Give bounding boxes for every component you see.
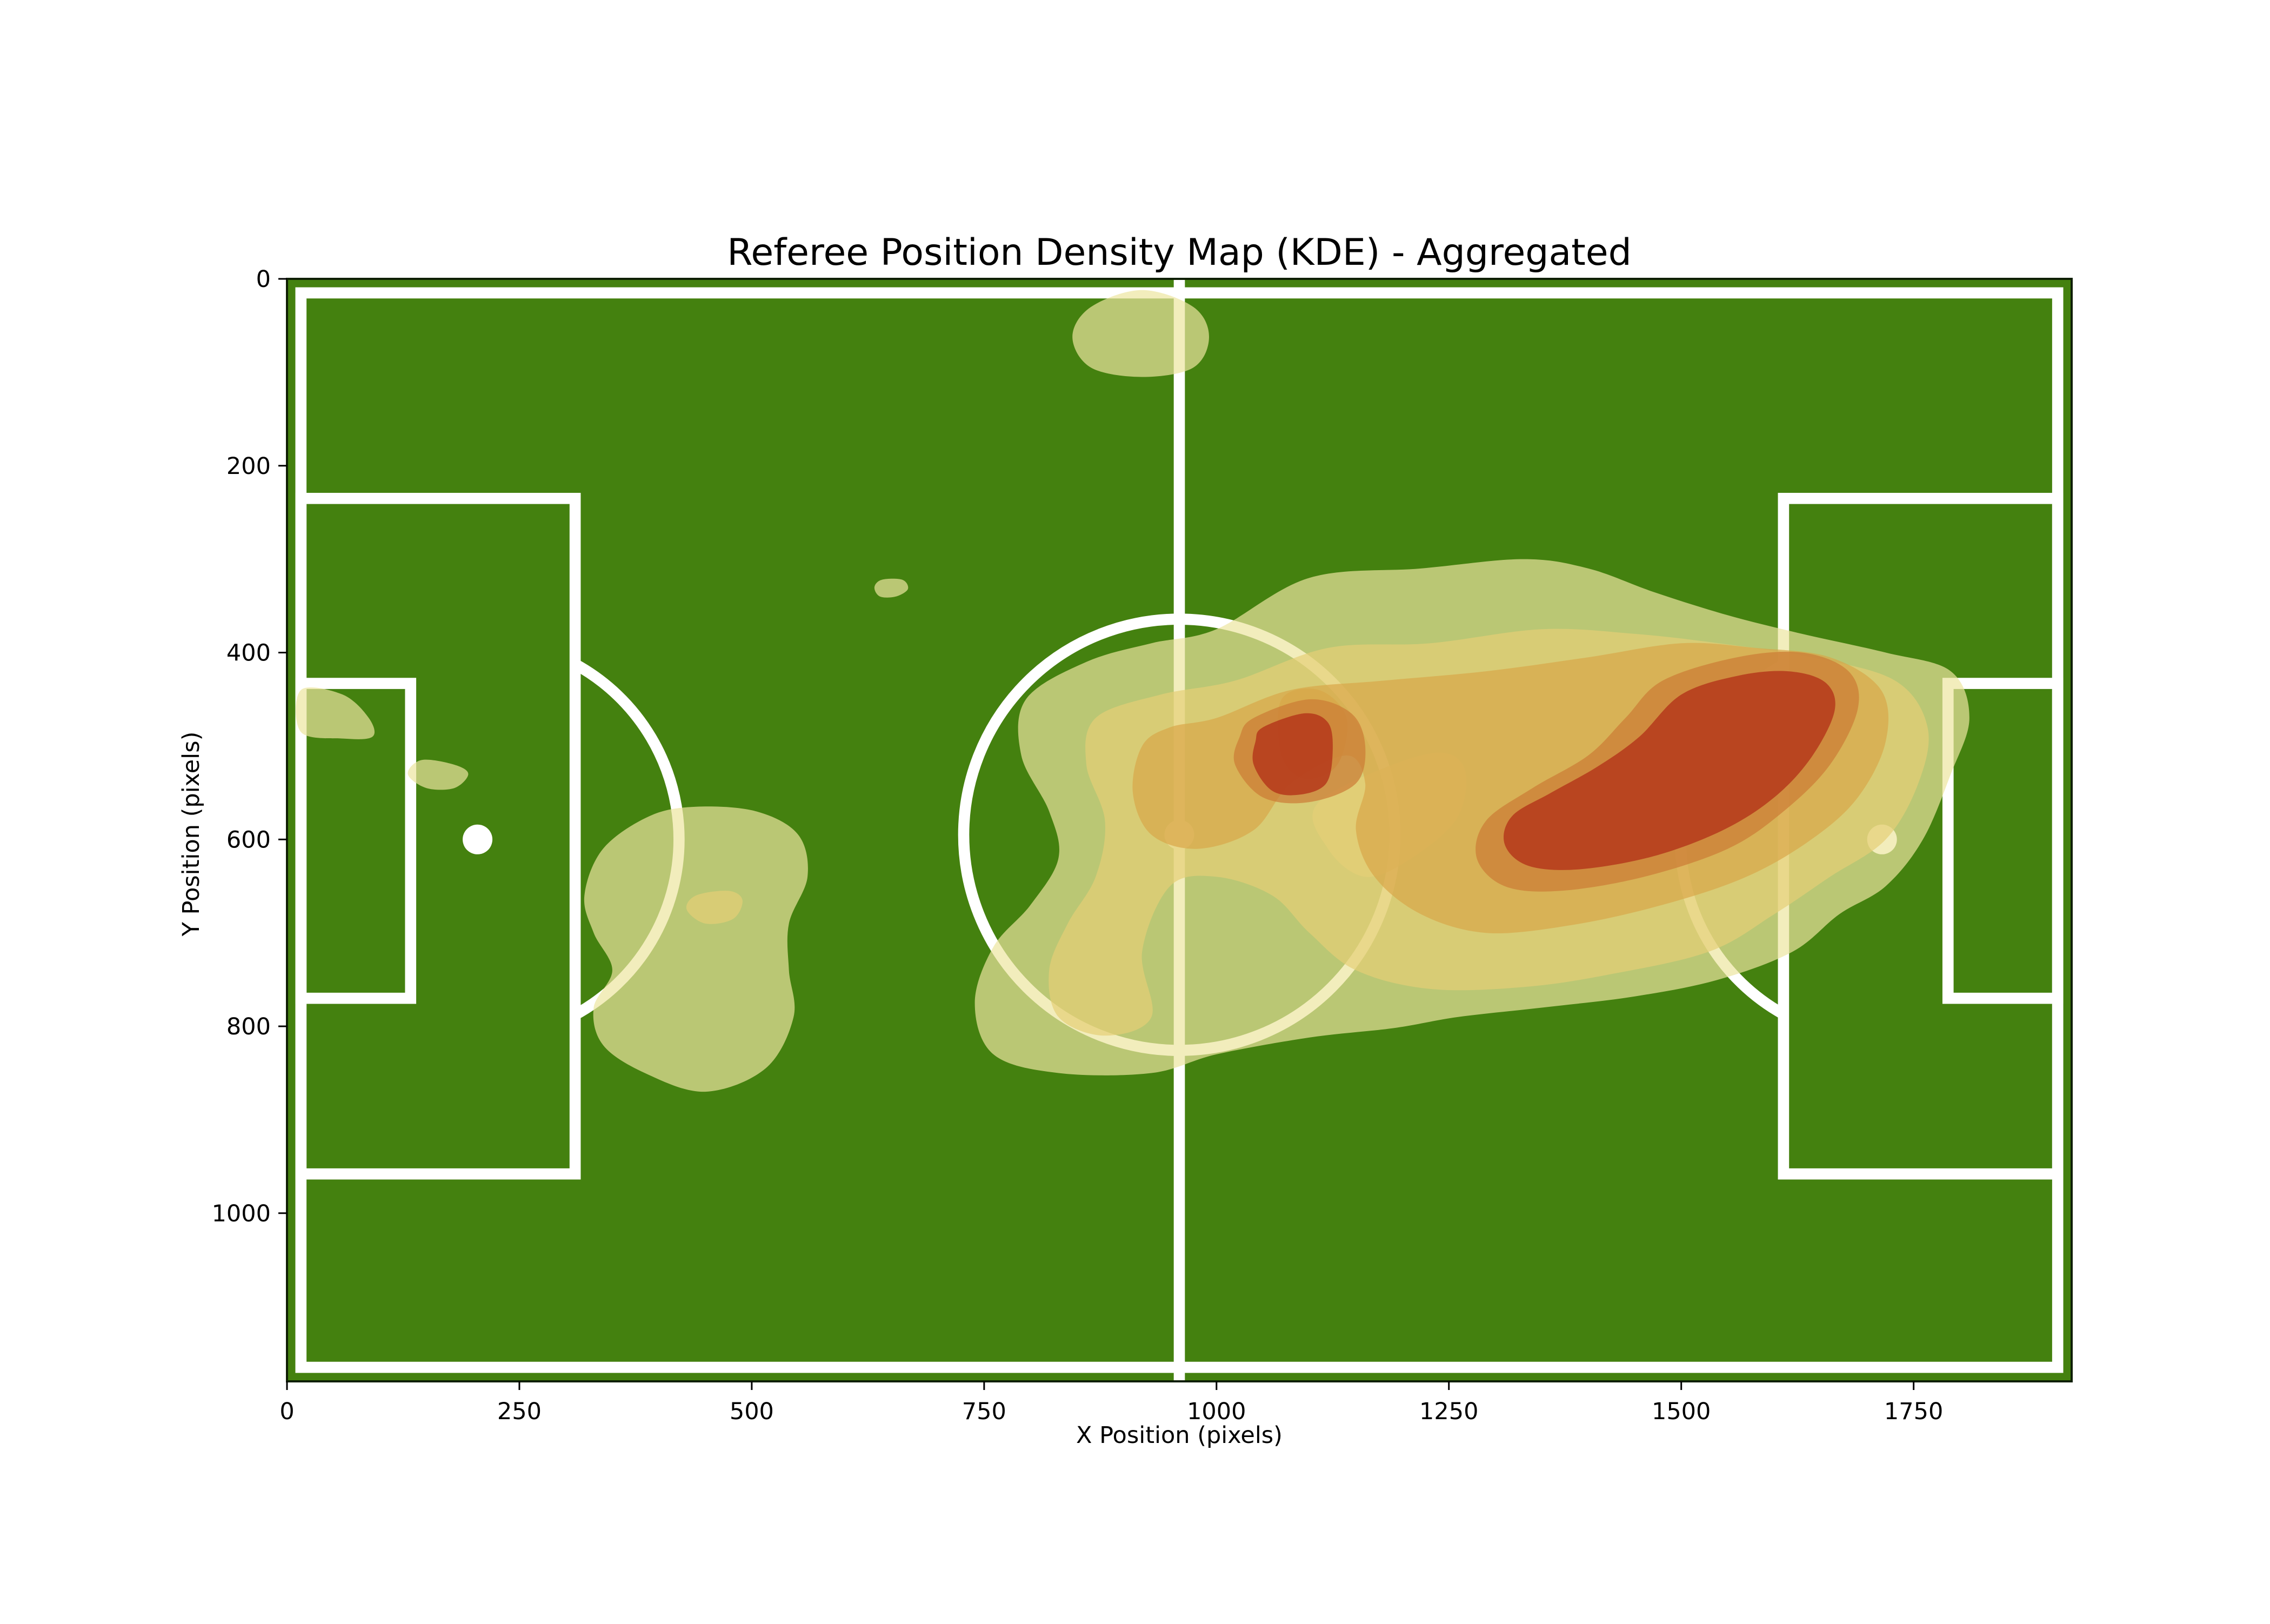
x-tick-label-0: 0 [279, 1398, 294, 1425]
x-tick-label-1250: 1250 [1419, 1398, 1478, 1425]
y-tick-label-400: 400 [226, 640, 271, 667]
y-tick-label-800: 800 [226, 1013, 271, 1040]
kde-region-5-2 [1504, 671, 1835, 870]
goal-box-left [295, 678, 417, 1004]
x-tick-label-750: 750 [962, 1398, 1006, 1425]
y-tick-label-600: 600 [226, 826, 271, 853]
x-tick-label-1000: 1000 [1187, 1398, 1246, 1425]
goal-box-right [1942, 678, 2064, 1004]
y-axis-label: Y Position (pixels) [178, 732, 205, 937]
penalty-spot-left [463, 824, 493, 854]
kde-region-1-4 [408, 759, 469, 790]
x-axis-label: X Position (pixels) [1076, 1422, 1283, 1449]
x-tick-label-500: 500 [730, 1398, 774, 1425]
x-axis-ticks: 0 250 500 750 1000 1250 1500 1750 [279, 1381, 1943, 1425]
plot-area [286, 278, 2073, 1382]
kde-region-2-1 [686, 891, 743, 924]
x-tick-label-1500: 1500 [1652, 1398, 1711, 1425]
kde-region-1-2 [874, 578, 909, 598]
kde-region-1-5 [584, 806, 808, 1092]
y-tick-label-1000: 1000 [212, 1200, 271, 1227]
kde-level-5 [1252, 671, 1835, 870]
kde-contours [296, 290, 1969, 1092]
y-axis-ticks: 0 200 400 600 800 1000 [212, 266, 287, 1227]
chart-title: Referee Position Density Map (KDE) - Agg… [727, 231, 1632, 274]
x-tick-label-1750: 1750 [1884, 1398, 1943, 1425]
kde-region-1-1 [1072, 290, 1209, 377]
kde-region-1-3 [296, 687, 375, 739]
y-tick-label-0: 0 [256, 266, 271, 293]
y-tick-label-200: 200 [226, 453, 271, 480]
x-tick-label-250: 250 [497, 1398, 542, 1425]
kde-region-5-1 [1252, 713, 1333, 796]
plot-frame [286, 278, 2073, 1382]
